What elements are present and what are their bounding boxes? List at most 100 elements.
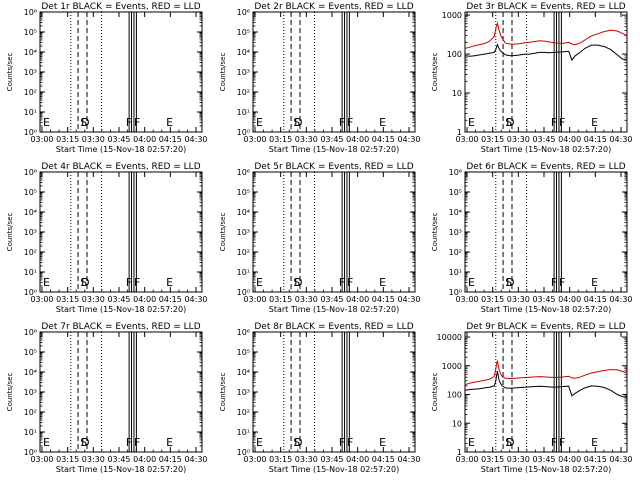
x-axis-label: Start Time (15-Nov-18 02:57:20) [481,465,611,474]
x-tick-label: 04:15 [584,295,607,304]
x-axis-label: Start Time (15-Nov-18 02:57:20) [56,465,186,474]
marker-letter: E [591,116,598,129]
x-tick-label: 03:15 [56,295,79,304]
x-tick-label: 03:15 [56,455,79,464]
y-tick-label: 10⁵ [24,348,37,357]
y-tick-label: 1000 [442,11,462,20]
marker-letter: D [81,276,89,289]
y-axis-label: Counts/sec [6,213,14,252]
y-tick-label: 10⁴ [237,208,250,217]
x-tick-label: 03:00 [243,295,266,304]
y-tick-label: 10⁵ [24,188,37,197]
plot-frame [252,171,416,293]
x-tick-label: 03:00 [243,455,266,464]
y-tick-label: 10² [237,408,250,417]
y-tick-label: 1 [457,128,462,137]
marker-letter: D [294,116,302,129]
marker-letter: F [551,436,557,449]
x-tick-label: 04:15 [159,455,182,464]
x-tick-label: 04:15 [372,455,395,464]
y-tick-label: 10¹ [24,268,37,277]
x-tick-label: 03:30 [507,135,530,144]
x-tick-label: 04:00 [133,135,156,144]
detector-panel: Det 9r BLACK = Events, RED = LLD 1 10 100 10… [431,322,633,474]
x-tick-label: 04:30 [184,455,207,464]
y-tick-label: 10⁶ [24,168,37,177]
x-tick-label: 03:30 [295,135,318,144]
y-tick-label: 10² [449,248,462,257]
x-tick-label: 03:15 [481,135,504,144]
detector-panel: Det 6r BLACK = Events, RED = LLD 10⁰ 10¹ 10… [431,162,633,314]
y-axis-label: Counts/sec [219,373,227,412]
x-tick-label: 04:30 [184,135,207,144]
x-tick-label: 03:00 [455,295,478,304]
x-tick-label: 03:30 [295,455,318,464]
y-axis-label: Counts/sec [219,53,227,92]
y-tick-label: 10³ [237,228,250,237]
detector-panel: Det 2r BLACK = Events, RED = LLD 10⁰ 10¹ 10… [219,2,421,154]
marker-letter: F [551,116,557,129]
y-tick-label: 10 [452,89,462,98]
y-tick-label: 10³ [237,388,250,397]
y-tick-label: 10⁰ [237,448,250,457]
y-tick-label: 10¹ [237,268,250,277]
y-tick-label: 10⁵ [449,188,462,197]
marker-letter: D [81,436,89,449]
x-tick-label: 03:00 [30,295,53,304]
y-tick-label: 10⁰ [24,128,37,137]
y-axis-label: Counts/sec [431,373,439,412]
marker-letter: S [80,436,87,449]
marker-letter: E [166,436,173,449]
marker-letter: S [505,436,512,449]
x-axis-label: Start Time (15-Nov-18 02:57:20) [269,465,399,474]
marker-letter: S [505,116,512,129]
panel-title: Det 7r BLACK = Events, RED = LLD [41,322,200,332]
y-tick-label: 10² [24,408,37,417]
marker-letter: E [468,116,475,129]
detector-panel: Det 1r BLACK = Events, RED = LLD 10⁰ 10¹ 10… [6,2,208,154]
y-tick-label: 10⁶ [237,8,250,17]
y-tick-label: 10⁶ [449,168,462,177]
marker-letter: S [293,116,300,129]
y-tick-label: 10⁰ [237,288,250,297]
y-tick-label: 10⁰ [24,288,37,297]
x-tick-label: 04:15 [372,295,395,304]
y-tick-label: 10⁵ [237,28,250,37]
detector-panel: Det 5r BLACK = Events, RED = LLD 10⁰ 10¹ 10… [219,162,421,314]
y-tick-label: 10⁶ [24,8,37,17]
x-tick-label: 03:45 [107,135,130,144]
marker-letter: S [293,276,300,289]
x-tick-label: 03:45 [320,455,343,464]
x-tick-label: 03:45 [532,455,555,464]
x-tick-label: 03:30 [507,295,530,304]
marker-letter: E [166,276,173,289]
y-tick-label: 10¹ [237,108,250,117]
marker-letter: F [134,276,140,289]
y-tick-label: 10⁰ [24,448,37,457]
x-axis-label: Start Time (15-Nov-18 02:57:20) [56,145,186,154]
x-tick-label: 03:45 [532,295,555,304]
marker-letter: F [347,276,353,289]
x-axis-label: Start Time (15-Nov-18 02:57:20) [481,305,611,314]
y-tick-label: 10⁴ [449,208,462,217]
detector-panel: Det 4r BLACK = Events, RED = LLD 10⁰ 10¹ 10… [6,162,208,314]
x-tick-label: 04:30 [397,135,420,144]
marker-letter: F [347,116,353,129]
y-tick-label: 10⁰ [449,288,462,297]
y-tick-label: 10⁶ [24,328,37,337]
x-axis-label: Start Time (15-Nov-18 02:57:20) [269,305,399,314]
detector-panel: Det 7r BLACK = Events, RED = LLD 10⁰ 10¹ 10… [6,322,208,474]
x-tick-label: 03:15 [481,295,504,304]
marker-letter: E [256,116,263,129]
y-tick-label: 10⁶ [237,168,250,177]
x-tick-label: 03:00 [455,455,478,464]
plot-frame [39,171,203,293]
detector-panel: Det 3r BLACK = Events, RED = LLD 1 10 100 10… [431,2,633,154]
panel-title: Det 5r BLACK = Events, RED = LLD [254,162,413,172]
panel-title: Det 9r BLACK = Events, RED = LLD [466,322,625,332]
x-tick-label: 03:00 [243,135,266,144]
x-tick-label: 04:00 [558,295,581,304]
marker-letter: F [559,436,565,449]
x-tick-label: 04:15 [584,455,607,464]
marker-letter: F [559,116,565,129]
